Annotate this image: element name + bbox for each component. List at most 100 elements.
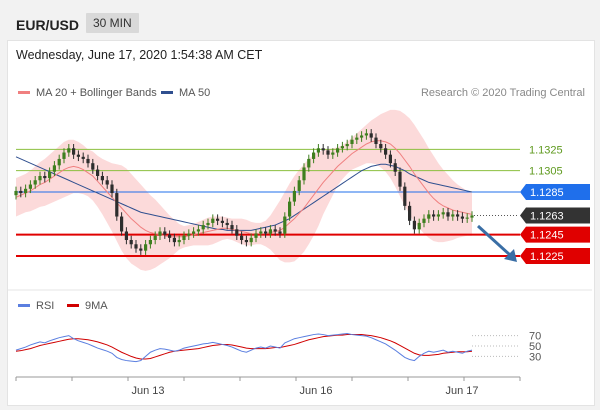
candle-body (465, 217, 469, 219)
candle-body (307, 158, 311, 168)
candle-body (374, 137, 378, 144)
candle-body (350, 139, 354, 144)
candle-body (422, 218, 426, 223)
level-label-1.1245: 1.1245 (520, 226, 590, 243)
rsi-line (15, 333, 473, 363)
candle-body (177, 240, 181, 243)
legend-item-rsi: RSI (18, 300, 54, 312)
candle-body (81, 156, 85, 159)
legend-label-9ma: 9MA (85, 300, 108, 312)
timestamp: Wednesday, June 17, 2020 1:54:38 AM CET (16, 48, 263, 62)
candle-body (379, 144, 383, 149)
candle-body (76, 154, 80, 157)
candle-body (168, 234, 172, 238)
ma20-line (15, 140, 473, 238)
level-text: 1.1263 (530, 210, 564, 222)
candle-body (451, 214, 455, 217)
candle-body (427, 214, 431, 219)
candle-body (158, 231, 162, 236)
candle-body (105, 180, 109, 185)
x-tick-label: Jun 13 (131, 385, 164, 397)
candle-body (369, 133, 373, 138)
research-credit: Research © 2020 Trading Central (420, 87, 585, 99)
rsi-tick-label: 70 (529, 331, 541, 343)
candle-body (225, 222, 229, 226)
candle-body (470, 215, 474, 218)
level-label-1.1225: 1.1225 (520, 248, 590, 264)
candle-body (264, 231, 268, 234)
candle-body (292, 190, 296, 202)
legend-swatch-ma50 (161, 90, 173, 94)
candle-body (312, 152, 316, 159)
candle-body (273, 229, 277, 232)
candle-body (192, 231, 196, 234)
header: EUR/USD 30 MIN (0, 0, 600, 38)
instrument-title: EUR/USD (16, 17, 80, 33)
candle-body (283, 216, 287, 234)
candle-body (384, 148, 388, 155)
level-tag (520, 226, 590, 243)
legend-label-ma20: MA 20 + Bollinger Bands (36, 87, 157, 99)
legend-swatch-ma20 (18, 90, 30, 94)
legend-item-9ma: 9MA (67, 300, 108, 312)
level-label-1.1285: 1.1285 (520, 184, 590, 200)
level-label-1.1305: 1.1305 (529, 166, 563, 178)
candle-body (62, 152, 66, 159)
candle-body (91, 163, 95, 170)
legend-swatch-rsi (18, 303, 30, 307)
candle-body (235, 229, 239, 236)
legend-label-ma50: MA 50 (179, 87, 211, 99)
rsi-tick-label: 30 (529, 351, 541, 363)
forecast-arrow-head (504, 249, 517, 262)
timeframe-badge[interactable]: 30 MIN (86, 13, 139, 33)
candle-body (211, 218, 215, 223)
level-text: 1.1305 (529, 166, 563, 178)
candle-body (436, 214, 440, 217)
candle-body (417, 222, 421, 230)
candle-body (124, 231, 128, 240)
level-text: 1.1325 (529, 144, 563, 156)
candle-body (187, 233, 191, 236)
candle-body (398, 171, 402, 187)
x-tick-label: Jun 17 (445, 385, 478, 397)
candle-body (153, 235, 157, 240)
candle-body (432, 214, 436, 217)
legend-label-rsi: RSI (36, 300, 55, 312)
candle-body (388, 154, 392, 164)
candle-body (268, 229, 272, 234)
legend-item-ma20: MA 20 + Bollinger Bands (18, 87, 157, 99)
level-tag (520, 248, 590, 264)
candle-body (220, 220, 224, 223)
candle-body (336, 148, 340, 153)
level-text: 1.1245 (530, 230, 564, 242)
candle-body (206, 222, 210, 226)
candle-body (240, 235, 244, 240)
rsi-tick-label: 50 (529, 341, 541, 353)
candle-body (297, 180, 301, 191)
candle-body (326, 150, 330, 155)
candle-body (196, 229, 200, 232)
candle-body (321, 148, 325, 151)
candle-body (28, 184, 32, 189)
candle-body (441, 212, 445, 215)
candle-body (144, 244, 148, 251)
candle-body (201, 225, 205, 230)
candle-body (72, 148, 76, 155)
candle-body (33, 180, 37, 185)
candle-body (446, 212, 450, 217)
candle-body (244, 240, 248, 243)
candle-body (14, 190, 18, 196)
candle-body (129, 240, 133, 245)
candle-body (360, 135, 364, 138)
level-text: 1.1225 (530, 251, 564, 263)
candle-body (216, 218, 220, 221)
candle-body (172, 237, 176, 243)
candle-body (115, 193, 119, 217)
candle-body (345, 144, 349, 147)
candle-body (163, 231, 167, 235)
x-tick-label: Jun 16 (299, 385, 332, 397)
level-label-1.1263: 1.1263 (520, 207, 590, 224)
candle-body (364, 133, 368, 136)
candle-body (408, 205, 412, 221)
